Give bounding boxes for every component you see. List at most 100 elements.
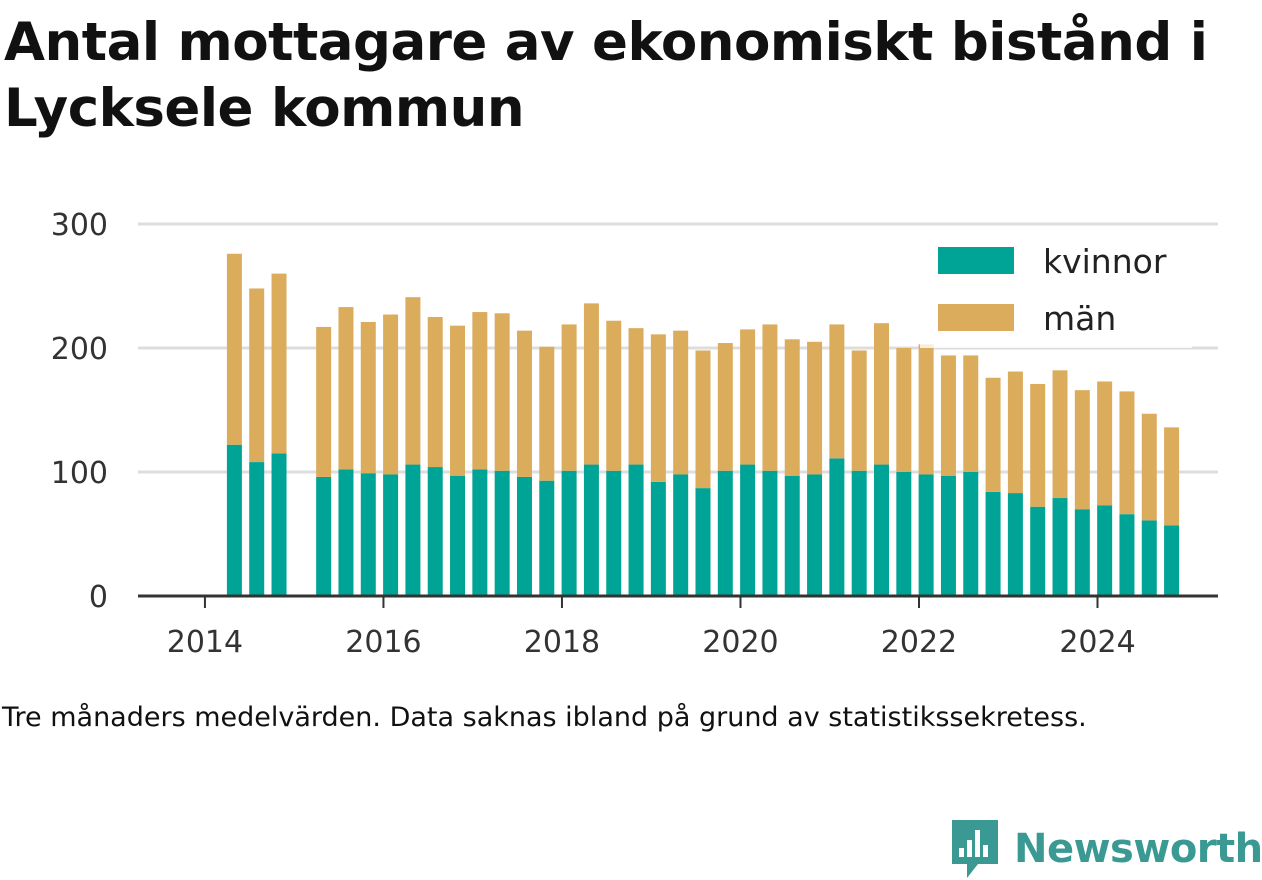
y-tick-label: 0 [89,580,108,615]
bar-man [1141,413,1157,521]
legend-swatch [938,304,1014,331]
bar-kvinnor [628,464,644,596]
bar-kvinnor [539,480,555,596]
bar-kvinnor [985,491,1001,596]
bar-kvinnor [226,444,242,596]
bar-man [985,377,1001,492]
bar-man [695,350,711,489]
bar-kvinnor [583,464,599,596]
x-tick-label: 2022 [881,625,957,660]
bar-man [450,325,466,476]
bar-kvinnor [940,475,956,596]
bar-man [717,343,733,471]
bar-man [516,330,532,477]
bar-man [896,348,912,472]
bar-kvinnor [249,462,265,596]
bar-man [940,355,956,476]
bar-kvinnor [516,476,532,596]
bar-man [1030,383,1046,507]
y-tick-label: 100 [51,456,108,491]
bar-kvinnor [740,464,756,596]
bar-man [472,312,488,470]
bar-man [963,355,979,472]
bar-man [539,346,555,481]
bar-kvinnor [829,458,845,596]
x-tick-label: 2024 [1059,625,1135,660]
bar-man [1119,391,1135,515]
bar-man [1097,381,1113,506]
bar-man [807,341,823,475]
bar-kvinnor [896,472,912,596]
bar-kvinnor [807,474,823,596]
x-tick-label: 2018 [524,625,600,660]
bar-kvinnor [316,476,332,596]
bar-man [583,303,599,465]
bar-man [650,334,666,482]
bar-man [740,329,756,465]
bar-kvinnor [1007,493,1023,596]
bar-kvinnor [383,474,399,596]
bar-kvinnor [918,474,934,596]
brand-logo: Newsworthy [950,818,1262,880]
bar-kvinnor [874,464,890,596]
bar-man [628,328,644,465]
bar-man [606,320,622,471]
chart-title: Antal mottagare av ekonomiskt bistånd i … [4,12,1208,139]
bar-man [271,273,287,454]
bar-man [1007,371,1023,494]
bar-kvinnor [427,467,443,596]
axes: 0 100 200 300 2014 2016 2018 2020 2022 2024 [51,208,1218,660]
bar-man [249,288,265,463]
bar-chart: 0 100 200 300 2014 2016 2018 2020 2022 2024 kvinn… [51,208,1218,660]
bar-kvinnor [784,475,800,596]
bar-kvinnor [1164,525,1180,596]
bar-kvinnor [1052,498,1068,596]
bar-kvinnor [450,475,466,596]
x-tick-label: 2016 [345,625,421,660]
bar-kvinnor [673,474,689,596]
bars [226,253,1180,596]
bar-kvinnor [695,488,711,596]
bar-man [226,253,242,445]
bar-kvinnor [360,473,376,596]
bar-kvinnor [963,472,979,596]
bar-man [405,297,421,465]
bar-kvinnor [494,470,510,596]
bar-kvinnor [1074,509,1090,596]
bar-man [762,324,778,471]
bar-man [316,326,332,477]
bar-man [851,350,867,471]
bar-man [338,307,354,470]
y-tick-label: 200 [51,332,108,367]
bar-man [360,321,376,474]
bar-man [561,324,577,471]
bar-man [1164,427,1180,526]
bar-kvinnor [271,453,287,596]
bar-man [494,313,510,471]
bar-kvinnor [405,464,421,596]
bar-kvinnor [1141,520,1157,596]
legend-label: män [1043,299,1116,338]
bar-man [784,339,800,476]
bar-kvinnor [561,470,577,596]
brand-name: Newsworthy [1014,826,1262,872]
bar-man [383,314,399,475]
legend-label: kvinnor [1043,242,1167,281]
bar-man [427,317,443,468]
bar-man [673,330,689,475]
x-tick-label: 2014 [167,625,243,660]
bar-kvinnor [472,469,488,596]
x-tick-label: 2020 [702,625,778,660]
chart-note: Tre månaders medelvärden. Data saknas ib… [2,702,1087,733]
bar-kvinnor [717,470,733,596]
bar-kvinnor [1030,506,1046,596]
bar-man [829,324,845,459]
y-tick-label: 300 [51,208,108,243]
legend: kvinnor män [920,236,1192,348]
bar-kvinnor [1097,505,1113,596]
bar-man [1074,390,1090,510]
bar-man [874,323,890,465]
bar-kvinnor [338,469,354,596]
bar-man [1052,370,1068,499]
bar-kvinnor [650,481,666,596]
